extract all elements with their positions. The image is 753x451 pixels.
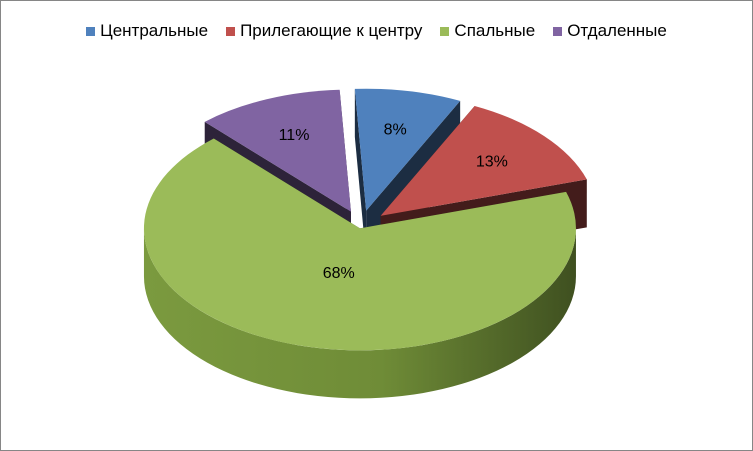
- pie-slice-central-top: [354, 88, 461, 211]
- legend-swatch-remote: [553, 26, 563, 36]
- data-label-central: 8%: [384, 121, 407, 138]
- data-label-adjacent: 13%: [476, 154, 508, 171]
- legend-item-adjacent: Прилегающие к центру: [226, 21, 422, 41]
- pie-slice-residential-wall: [143, 228, 576, 399]
- pie-slice-remote-top: [204, 89, 351, 212]
- legend: Центральные Прилегающие к центру Спальны…: [1, 21, 752, 41]
- data-label-residential: 68%: [323, 265, 355, 282]
- legend-item-remote: Отдаленные: [553, 21, 667, 41]
- legend-label-central: Центральные: [100, 21, 209, 40]
- pie-slice-adjacent-top: [380, 105, 587, 216]
- legend-item-residential: Спальные: [440, 21, 535, 41]
- legend-swatch-adjacent: [226, 26, 236, 36]
- legend-item-central: Центральные: [86, 21, 208, 41]
- legend-swatch-central: [86, 26, 96, 36]
- legend-swatch-residential: [440, 26, 450, 36]
- legend-label-remote: Отдаленные: [567, 21, 667, 40]
- pie-slice-residential-top: [143, 138, 576, 351]
- pie-slice-central-side-start: [354, 88, 367, 259]
- pie-slice-residential: [143, 138, 576, 399]
- legend-label-adjacent: Прилегающие к центру: [240, 21, 423, 40]
- legend-label-residential: Спальные: [454, 21, 536, 40]
- data-label-remote: 11%: [279, 127, 310, 144]
